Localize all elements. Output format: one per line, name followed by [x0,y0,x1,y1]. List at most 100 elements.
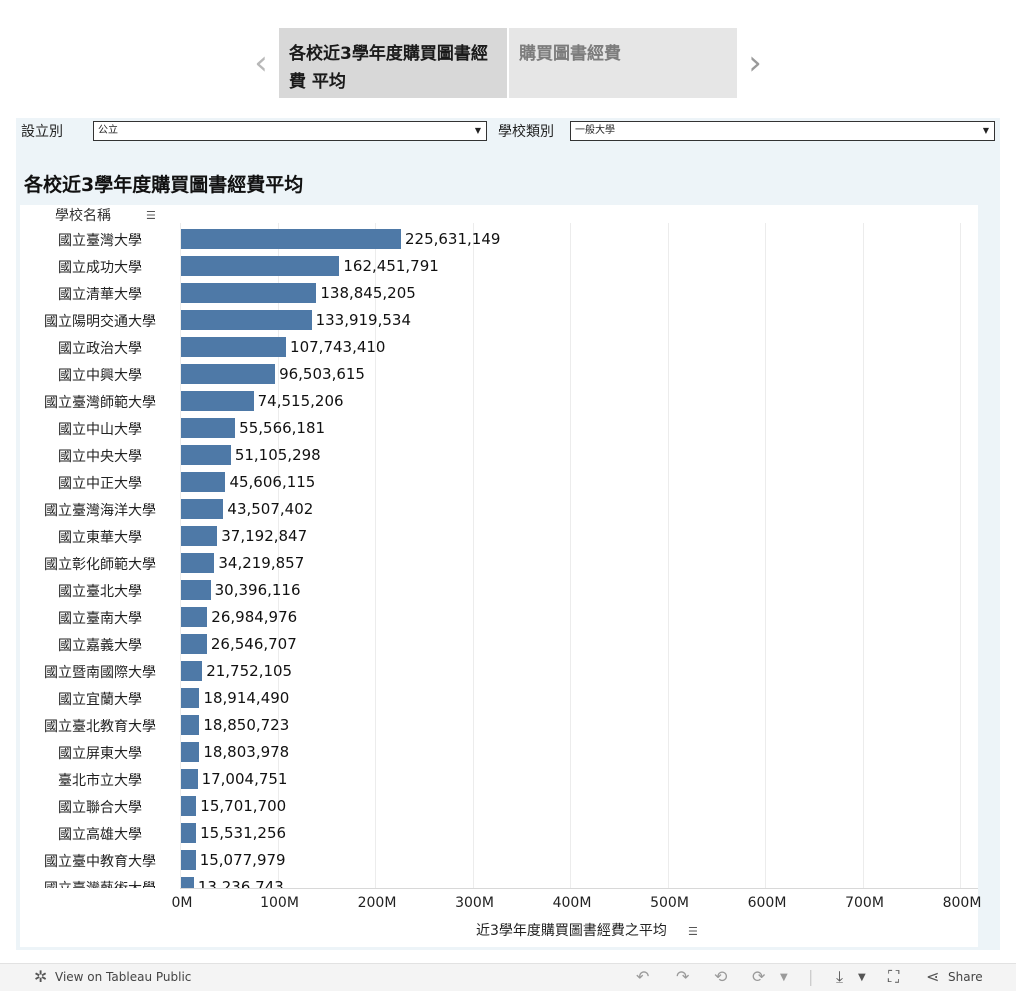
filter-select-school-type[interactable]: 一般大學 ▼ [570,121,995,141]
row-label: 國立臺南大學 [58,611,142,627]
dropdown-caret-icon: ▼ [474,126,481,135]
bar[interactable] [181,526,218,546]
bar[interactable] [181,877,194,888]
bar[interactable] [181,445,231,465]
row-label: 國立屏東大學 [58,746,142,762]
redo-icon[interactable]: ↷ [676,967,690,986]
bar[interactable] [181,607,208,627]
plot-area: 國立臺灣大學 225,631,149 國立成功大學 162,451,791 國立清華大學… [20,223,978,888]
bar-value-label: 51,105,298 [234,446,321,464]
chevron-right-icon[interactable]: › [748,43,762,83]
story-tab-average[interactable]: 各校近3學年度購買圖書經費 平均 [279,28,507,98]
gridline [862,223,864,888]
row-label: 國立東華大學 [58,530,142,546]
tableau-logo-icon: ✲ [34,967,48,986]
bar[interactable] [181,553,215,573]
row-label: 國立中央大學 [58,449,142,465]
bar-value-label: 225,631,149 [404,230,501,248]
bar[interactable] [181,337,287,357]
bar[interactable] [181,283,317,303]
bar[interactable] [181,580,211,600]
divider-icon: | [808,967,814,986]
bar[interactable] [181,769,198,789]
bar[interactable] [181,715,200,735]
revert-icon[interactable]: ⟲ [714,967,728,986]
bar-value-label: 30,396,116 [214,581,301,599]
bar-value-label: 37,192,847 [221,527,308,545]
refresh-icon[interactable]: ⟳ [752,967,766,986]
bar[interactable] [181,256,340,276]
row-label: 國立臺北教育大學 [44,719,156,735]
download-icon[interactable]: ⤓ [836,967,844,986]
row-label: 國立高雄大學 [58,827,142,843]
bar[interactable] [181,310,312,330]
x-tick-label: 0M [171,895,193,911]
x-tick-label: 400M [552,895,592,911]
bar-value-label: 21,752,105 [206,662,293,680]
bar[interactable] [181,796,197,816]
sort-icon[interactable]: ☰ [688,925,698,938]
bar-value-label: 26,546,707 [210,635,297,653]
story-tab-expense[interactable]: 購買圖書經費 [509,28,737,98]
undo-icon[interactable]: ↶ [636,967,650,986]
bar[interactable] [181,661,203,681]
filter-label-establishment: 設立別 [21,124,63,140]
row-label: 國立彰化師範大學 [44,557,156,573]
fullscreen-icon[interactable]: ⛶ [888,967,900,986]
chevron-left-icon[interactable]: ‹ [254,43,268,83]
bar-value-label: 17,004,751 [201,770,288,788]
tableau-footer: ✲ View on Tableau Public ↶ ↷ ⟲ ⟳ ▼ | ⤓ ▼… [0,963,1016,991]
gridline [472,223,474,888]
gridline [960,223,961,888]
row-label: 國立臺灣藝術大學 [30,878,170,888]
bar-value-label: 18,803,978 [203,743,290,761]
bar[interactable] [181,364,276,384]
row-label: 國立中山大學 [58,422,142,438]
filter-label-school-type: 學校類別 [498,124,554,140]
row-header-label: 學校名稱 [55,208,111,224]
bar[interactable] [181,823,197,843]
x-tick-label: 700M [845,895,884,911]
bar-value-label: 96,503,615 [279,365,365,383]
story-navigator: ‹ 各校近3學年度購買圖書經費 平均 購買圖書經費 › [250,28,770,98]
gridline [375,223,376,888]
bar-value-label: 26,984,976 [211,608,298,626]
sort-icon[interactable]: ☰ [146,209,156,222]
bar[interactable] [181,742,200,762]
bar-value-label: 55,566,181 [239,419,326,437]
view-on-tableau-link[interactable]: View on Tableau Public [55,970,192,984]
filter-select-establishment[interactable]: 公立 ▼ [93,121,487,141]
bar[interactable] [181,634,207,654]
gridline [570,223,571,888]
chevron-down-icon[interactable]: ▼ [858,972,866,983]
x-tick-label: 200M [357,895,397,911]
row-label: 國立臺灣師範大學 [44,395,156,411]
bar-value-label: 107,743,410 [290,338,386,356]
bar-value-label: 34,219,857 [218,554,305,572]
bar-value-label: 18,850,723 [203,716,290,734]
bar[interactable] [181,391,254,411]
bar[interactable] [181,688,200,708]
row-label: 國立清華大學 [58,287,142,303]
chevron-down-icon[interactable]: ▼ [780,972,788,983]
bar[interactable] [181,499,224,519]
bar-value-label: 74,515,206 [257,392,344,410]
bar-value-label: 13,236,743 [197,878,284,888]
row-label: 國立臺灣大學 [58,233,142,249]
bar[interactable] [181,418,236,438]
story-tab-label: 各校近3學年度購買圖書經費 平均 [289,44,488,92]
bar[interactable] [181,472,226,492]
share-icon[interactable]: ⋖ [926,967,940,986]
bar[interactable] [181,229,401,249]
share-button[interactable]: Share [948,970,983,984]
chart-title: 各校近3學年度購買圖書經費平均 [24,174,304,196]
bar-value-label: 162,451,791 [343,257,439,275]
gridline [180,223,181,888]
bar-value-label: 45,606,115 [229,473,316,491]
x-tick-label: 300M [455,895,494,911]
bar-value-label: 15,701,700 [200,797,287,815]
bar[interactable] [181,850,196,870]
story-tab-label: 購買圖書經費 [519,44,621,64]
row-label: 國立聯合大學 [58,800,142,816]
x-axis-line [180,888,978,889]
